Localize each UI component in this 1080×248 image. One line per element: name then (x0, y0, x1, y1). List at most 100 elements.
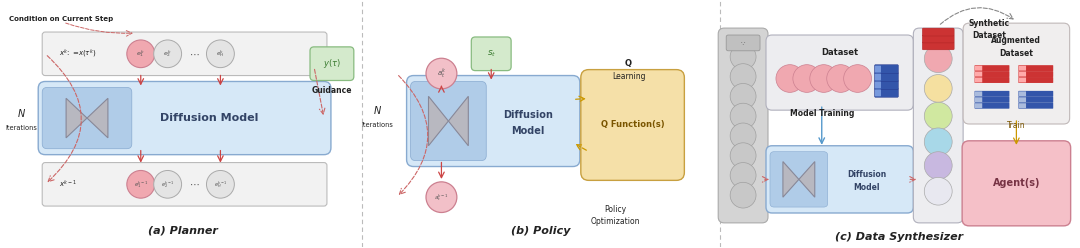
Text: Dataset: Dataset (999, 49, 1034, 58)
Circle shape (730, 162, 756, 188)
Circle shape (924, 45, 953, 73)
Circle shape (206, 40, 234, 68)
FancyBboxPatch shape (875, 81, 899, 89)
FancyBboxPatch shape (975, 66, 982, 71)
Polygon shape (799, 162, 814, 197)
Text: Guidance: Guidance (312, 86, 352, 95)
FancyBboxPatch shape (975, 78, 982, 83)
FancyBboxPatch shape (875, 88, 899, 97)
Circle shape (924, 75, 953, 102)
FancyBboxPatch shape (922, 28, 954, 36)
Circle shape (153, 170, 181, 198)
FancyBboxPatch shape (974, 97, 1010, 103)
Polygon shape (429, 96, 448, 146)
Circle shape (153, 40, 181, 68)
Text: Optimization: Optimization (591, 217, 640, 226)
FancyBboxPatch shape (974, 65, 1010, 71)
Text: (c) Data Synthesizer: (c) Data Synthesizer (835, 232, 963, 242)
Circle shape (730, 182, 756, 208)
Text: Model: Model (511, 126, 544, 136)
FancyBboxPatch shape (718, 28, 768, 223)
FancyBboxPatch shape (975, 91, 982, 96)
FancyBboxPatch shape (406, 76, 580, 166)
Text: $e_2^k$: $e_2^k$ (163, 48, 172, 59)
FancyBboxPatch shape (875, 89, 881, 96)
Text: Model Training: Model Training (789, 109, 854, 118)
Text: $\cdots$: $\cdots$ (189, 49, 200, 59)
FancyBboxPatch shape (38, 82, 330, 155)
Text: $x^k\!:=\!x(\tau^k)$: $x^k\!:=\!x(\tau^k)$ (59, 48, 97, 60)
FancyBboxPatch shape (974, 103, 1010, 109)
FancyBboxPatch shape (963, 23, 1069, 124)
FancyBboxPatch shape (962, 141, 1070, 226)
Circle shape (843, 65, 872, 92)
FancyBboxPatch shape (1018, 78, 1026, 83)
FancyBboxPatch shape (875, 66, 881, 73)
Text: Dataset: Dataset (972, 31, 1005, 40)
Polygon shape (87, 98, 108, 138)
Text: $e_2^{k-1}$: $e_2^{k-1}$ (161, 179, 174, 190)
FancyBboxPatch shape (1018, 91, 1026, 96)
Circle shape (924, 177, 953, 205)
Text: $a_t^k$: $a_t^k$ (436, 67, 446, 80)
Circle shape (810, 65, 838, 92)
Text: $e_H^{k-1}$: $e_H^{k-1}$ (214, 179, 227, 190)
FancyBboxPatch shape (914, 28, 963, 223)
FancyBboxPatch shape (581, 70, 685, 180)
Circle shape (426, 58, 457, 89)
Circle shape (730, 44, 756, 70)
Circle shape (924, 102, 953, 130)
Text: Policy: Policy (605, 205, 626, 214)
Text: (a) Planner: (a) Planner (148, 226, 217, 236)
Text: Iterations: Iterations (5, 125, 37, 131)
FancyBboxPatch shape (1018, 97, 1053, 103)
FancyBboxPatch shape (42, 87, 132, 149)
FancyBboxPatch shape (974, 77, 1010, 83)
FancyBboxPatch shape (1018, 72, 1026, 77)
Circle shape (924, 128, 953, 156)
Text: Agent(s): Agent(s) (993, 178, 1040, 188)
Circle shape (730, 103, 756, 129)
FancyBboxPatch shape (875, 73, 899, 82)
FancyBboxPatch shape (766, 146, 914, 213)
Circle shape (730, 84, 756, 109)
FancyBboxPatch shape (975, 97, 982, 102)
Text: $N$: $N$ (374, 104, 382, 116)
Circle shape (775, 65, 804, 92)
Text: Synthetic: Synthetic (969, 19, 1010, 28)
FancyBboxPatch shape (770, 152, 827, 207)
Text: $\because$: $\because$ (740, 40, 746, 46)
Text: Diffusion Model: Diffusion Model (160, 113, 258, 123)
Text: Train: Train (1007, 122, 1026, 130)
Text: $x^{k-1}$: $x^{k-1}$ (59, 179, 78, 190)
FancyBboxPatch shape (1018, 71, 1053, 77)
FancyBboxPatch shape (726, 35, 760, 51)
FancyBboxPatch shape (875, 65, 899, 74)
Circle shape (426, 182, 457, 213)
FancyBboxPatch shape (922, 42, 954, 50)
Text: Learning: Learning (612, 72, 646, 81)
Circle shape (826, 65, 854, 92)
Text: $N$: $N$ (17, 107, 26, 119)
Polygon shape (448, 96, 469, 146)
Text: $s_t$: $s_t$ (486, 49, 496, 59)
Text: (b) Policy: (b) Policy (511, 226, 570, 236)
Text: $e_H^k$: $e_H^k$ (216, 48, 225, 59)
FancyBboxPatch shape (1018, 66, 1026, 71)
FancyBboxPatch shape (875, 74, 881, 81)
Text: Dataset: Dataset (821, 48, 859, 57)
Circle shape (730, 64, 756, 89)
FancyBboxPatch shape (766, 35, 914, 110)
FancyBboxPatch shape (975, 72, 982, 77)
Text: $\cdots$: $\cdots$ (189, 179, 200, 189)
Circle shape (126, 40, 154, 68)
Text: Q Function(s): Q Function(s) (600, 121, 664, 129)
FancyBboxPatch shape (1018, 103, 1053, 109)
Text: Condition on Current Step: Condition on Current Step (10, 16, 113, 22)
FancyBboxPatch shape (1018, 77, 1053, 83)
FancyBboxPatch shape (922, 35, 954, 43)
Text: Q: Q (625, 59, 632, 68)
Circle shape (206, 170, 234, 198)
FancyBboxPatch shape (42, 162, 327, 206)
FancyBboxPatch shape (875, 82, 881, 88)
